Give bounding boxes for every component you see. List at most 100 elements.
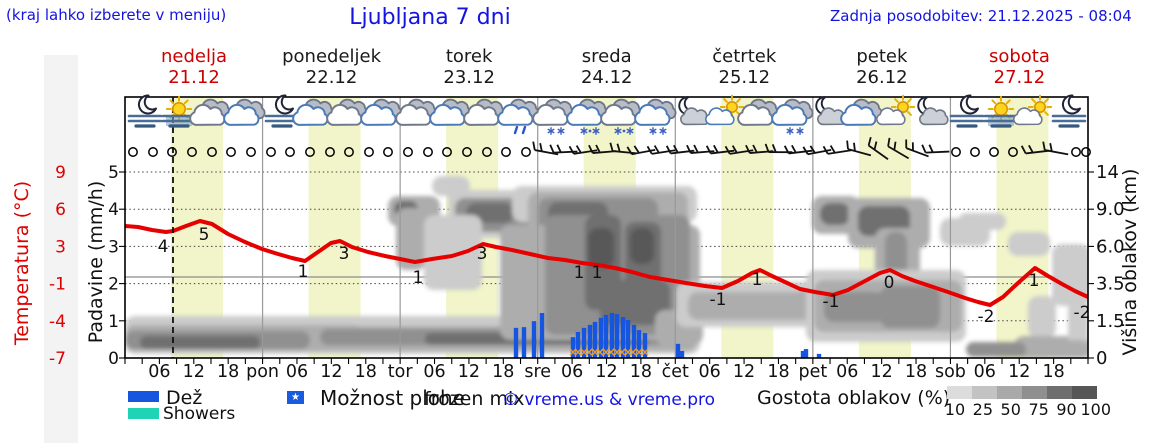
cloud-icon: [326, 98, 369, 126]
sun-cloud-icon: [1013, 94, 1053, 126]
colorbar-tick-label: 50: [1000, 400, 1021, 419]
temperature-line: [125, 219, 1088, 307]
precipitation-bars: [513, 312, 822, 358]
svg-text:12: 12: [320, 362, 342, 382]
svg-text:06: 06: [836, 362, 858, 382]
calm-wind-icon: [1008, 147, 1018, 157]
precip-bar: [539, 312, 545, 358]
svg-text:×: ×: [617, 345, 627, 359]
frozen-mix-marks: ××××××××××××××: [568, 345, 650, 359]
precip-bar: [625, 320, 631, 358]
precip-bar: [642, 333, 648, 358]
moon-fog-icon: [949, 94, 985, 128]
calm-wind-icon: [187, 147, 197, 157]
day-date: 27.12: [993, 67, 1046, 88]
precip-bar: [587, 324, 593, 358]
svg-text:06: 06: [423, 362, 445, 382]
svg-text:×: ×: [606, 345, 616, 359]
star-icon: ★: [287, 391, 304, 404]
svg-text:×: ×: [628, 345, 638, 359]
frozen-mix-legend-label: frozen mix: [424, 388, 525, 410]
svg-text:06: 06: [148, 362, 170, 382]
svg-text:0: 0: [1096, 348, 1107, 369]
calm-wind-icon: [266, 147, 276, 157]
calm-wind-icon: [285, 147, 295, 157]
day-name: sobota: [988, 46, 1050, 67]
wind-barb-icon: [846, 140, 872, 157]
wind-barb-icon: [921, 144, 950, 154]
cloud-icon: [737, 98, 780, 126]
calm-wind-icon: [128, 147, 138, 157]
svg-text:čet: čet: [662, 362, 689, 382]
calm-wind-icon: [951, 147, 961, 157]
cloud-snow-icon: [634, 98, 677, 135]
svg-text:1: 1: [574, 263, 585, 283]
cloud-cover-field: [125, 176, 1088, 358]
svg-text:1: 1: [108, 312, 119, 332]
precip-bar: [631, 324, 637, 358]
calm-wind-icon: [207, 147, 217, 157]
svg-text:sob: sob: [935, 362, 966, 382]
wind-barb-icon: [887, 137, 910, 160]
copyright-link[interactable]: © vreme.us & vreme.pro: [502, 390, 716, 410]
calm-wind-icon: [167, 147, 177, 157]
calm-wind-icon: [501, 147, 511, 157]
svg-text:×: ×: [584, 345, 594, 359]
precip-bar: [521, 327, 527, 358]
svg-text:1: 1: [298, 262, 309, 282]
calm-wind-icon: [226, 147, 236, 157]
moon-fog-icon: [1051, 94, 1087, 128]
svg-text:pon: pon: [246, 362, 279, 382]
calm-wind-icon: [482, 147, 492, 157]
svg-text:3: 3: [108, 237, 119, 257]
svg-text:6.0: 6.0: [1096, 236, 1125, 257]
svg-text:×: ×: [612, 345, 622, 359]
svg-text:14: 14: [1096, 162, 1119, 183]
wind-barb-icon: [626, 145, 656, 156]
colorbar-tick-label: 25: [972, 400, 994, 419]
colorbar-tick-label: 90: [1056, 400, 1077, 419]
calm-wind-icon: [1081, 147, 1091, 157]
svg-text:×: ×: [568, 345, 578, 359]
wind-barb-icon: [822, 145, 852, 155]
wind-barb-icon: [1020, 144, 1050, 155]
precip-bar: [592, 321, 598, 358]
precip-bar: [570, 337, 576, 358]
wind-barb-icon: [867, 136, 889, 160]
day-name: nedelja: [160, 46, 227, 67]
precip-bar: [531, 321, 537, 358]
precip-bar: [614, 314, 620, 358]
cloud-icon: [189, 98, 232, 126]
last-update-timestamp: Zadnja posodobitev: 21.12.2025 - 08:04: [830, 7, 1132, 25]
svg-text:3: 3: [339, 244, 350, 264]
svg-text:1: 1: [1029, 271, 1040, 291]
svg-text:9.0: 9.0: [1096, 199, 1125, 220]
svg-text:18: 18: [767, 362, 789, 382]
svg-text:12: 12: [733, 362, 755, 382]
precip-bar: [679, 350, 685, 358]
svg-text:3: 3: [55, 237, 66, 257]
moon-cloud-icon: [815, 96, 847, 126]
day-date: 22.12: [305, 67, 358, 88]
svg-text:18: 18: [217, 362, 239, 382]
svg-text:-1: -1: [49, 275, 66, 295]
svg-text:06: 06: [699, 362, 721, 382]
colorbar-segment: [972, 386, 997, 399]
wind-barb-icon: [705, 144, 735, 155]
precip-bar: [598, 317, 604, 358]
moon-cloud-icon: [678, 96, 710, 126]
svg-text:×: ×: [590, 345, 600, 359]
calm-wind-icon: [462, 147, 472, 157]
svg-text:12: 12: [871, 362, 893, 382]
svg-text:3: 3: [477, 244, 488, 264]
day-separators: [261, 97, 952, 358]
calm-wind-icon: [246, 147, 256, 157]
wind-barb-icon: [686, 144, 715, 154]
svg-text:12: 12: [595, 362, 617, 382]
day-date: 21.12: [168, 67, 220, 88]
cloud-density-legend-label: Gostota oblakov (%): [757, 387, 951, 409]
precip-bar: [803, 349, 809, 358]
svg-text:5: 5: [108, 163, 119, 183]
svg-text:-2: -2: [978, 307, 995, 327]
